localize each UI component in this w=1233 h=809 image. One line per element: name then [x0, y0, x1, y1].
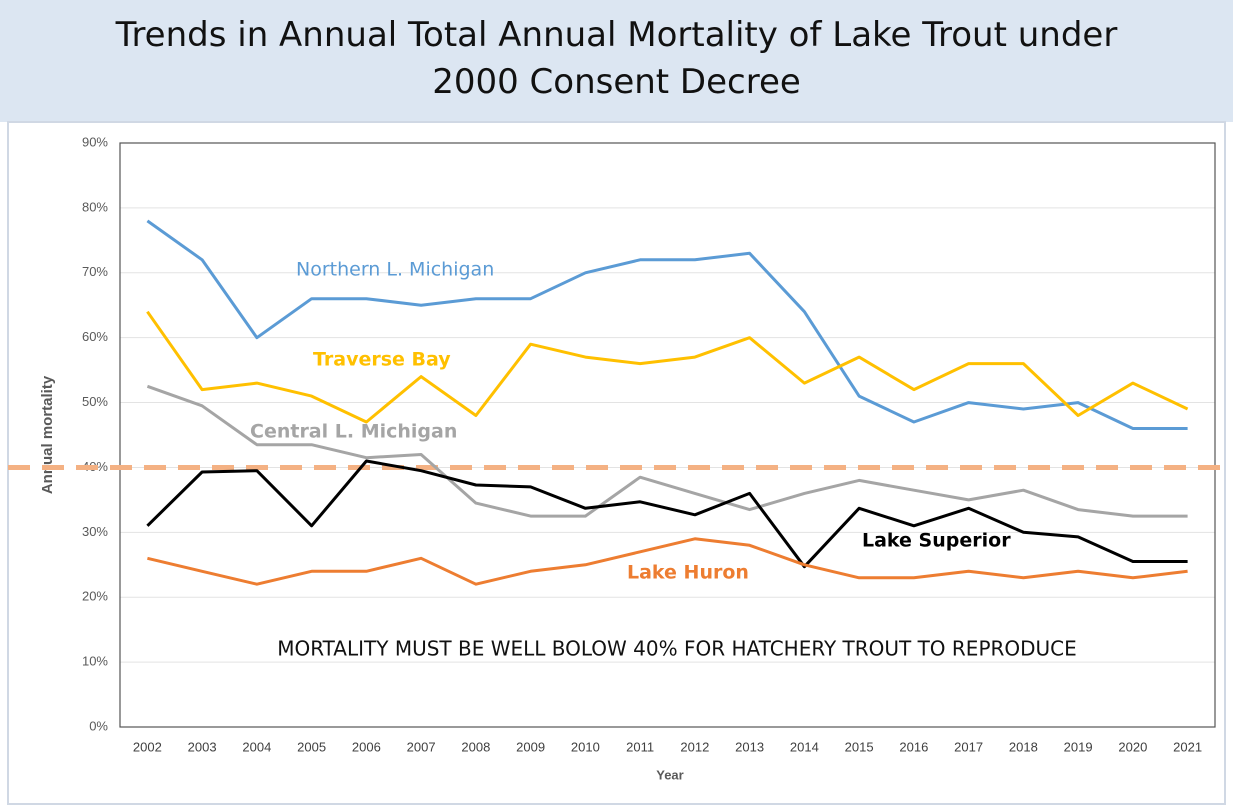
y-tick-label: 70% [82, 264, 108, 279]
x-tick-label: 2003 [188, 739, 217, 754]
x-tick-label: 2006 [352, 739, 381, 754]
x-tick-label: 2005 [297, 739, 326, 754]
series-line [146, 459, 1188, 569]
series-label: Northern L. Michigan [296, 259, 494, 281]
y-tick-label: 30% [82, 524, 108, 539]
x-tick-label: 2012 [680, 739, 709, 754]
series-label: Lake Superior [862, 530, 1011, 552]
x-tick-label: 2016 [899, 739, 928, 754]
y-axis-label: Annual mortality [39, 375, 56, 494]
plot-frame [119, 142, 1216, 728]
y-tick-label: 80% [82, 199, 108, 214]
x-tick-label: 2014 [790, 739, 819, 754]
series-label: Lake Huron [627, 562, 749, 584]
x-tick-label: 2018 [1009, 739, 1038, 754]
x-tick-label: 2009 [516, 739, 545, 754]
x-tick-label: 2004 [242, 739, 271, 754]
series-line [146, 310, 1189, 424]
chart-frame [7, 121, 1226, 805]
x-tick-label: 2021 [1173, 739, 1202, 754]
y-tick-label: 10% [82, 654, 108, 669]
annotation: MORTALITY MUST BE WELL BOLOW 40% FOR HAT… [277, 637, 1077, 661]
x-tick-label: 2017 [954, 739, 983, 754]
y-tick-label: 0% [89, 718, 108, 733]
chart-title: Trends in Annual Total Annual Mortality … [0, 0, 1233, 122]
x-tick-label: 2010 [571, 739, 600, 754]
y-tick-label: 50% [82, 394, 108, 409]
y-tick-label: 60% [82, 329, 108, 344]
series-line [146, 384, 1188, 518]
series-line [146, 219, 1188, 430]
series-label: Central L. Michigan [250, 421, 457, 443]
x-tick-label: 2002 [133, 739, 162, 754]
x-tick-label: 2013 [735, 739, 764, 754]
x-tick-label: 2019 [1064, 739, 1093, 754]
series-line [147, 537, 1188, 586]
y-tick-label: 20% [82, 589, 108, 604]
x-tick-label: 2011 [626, 739, 654, 754]
x-tick-label: 2020 [1118, 739, 1147, 754]
x-axis-label: Year [656, 767, 683, 782]
x-tick-label: 2008 [461, 739, 490, 754]
x-tick-label: 2007 [407, 739, 436, 754]
series-label: Traverse Bay [313, 349, 451, 371]
x-tick-label: 2015 [845, 739, 874, 754]
y-tick-label: 90% [82, 134, 108, 149]
